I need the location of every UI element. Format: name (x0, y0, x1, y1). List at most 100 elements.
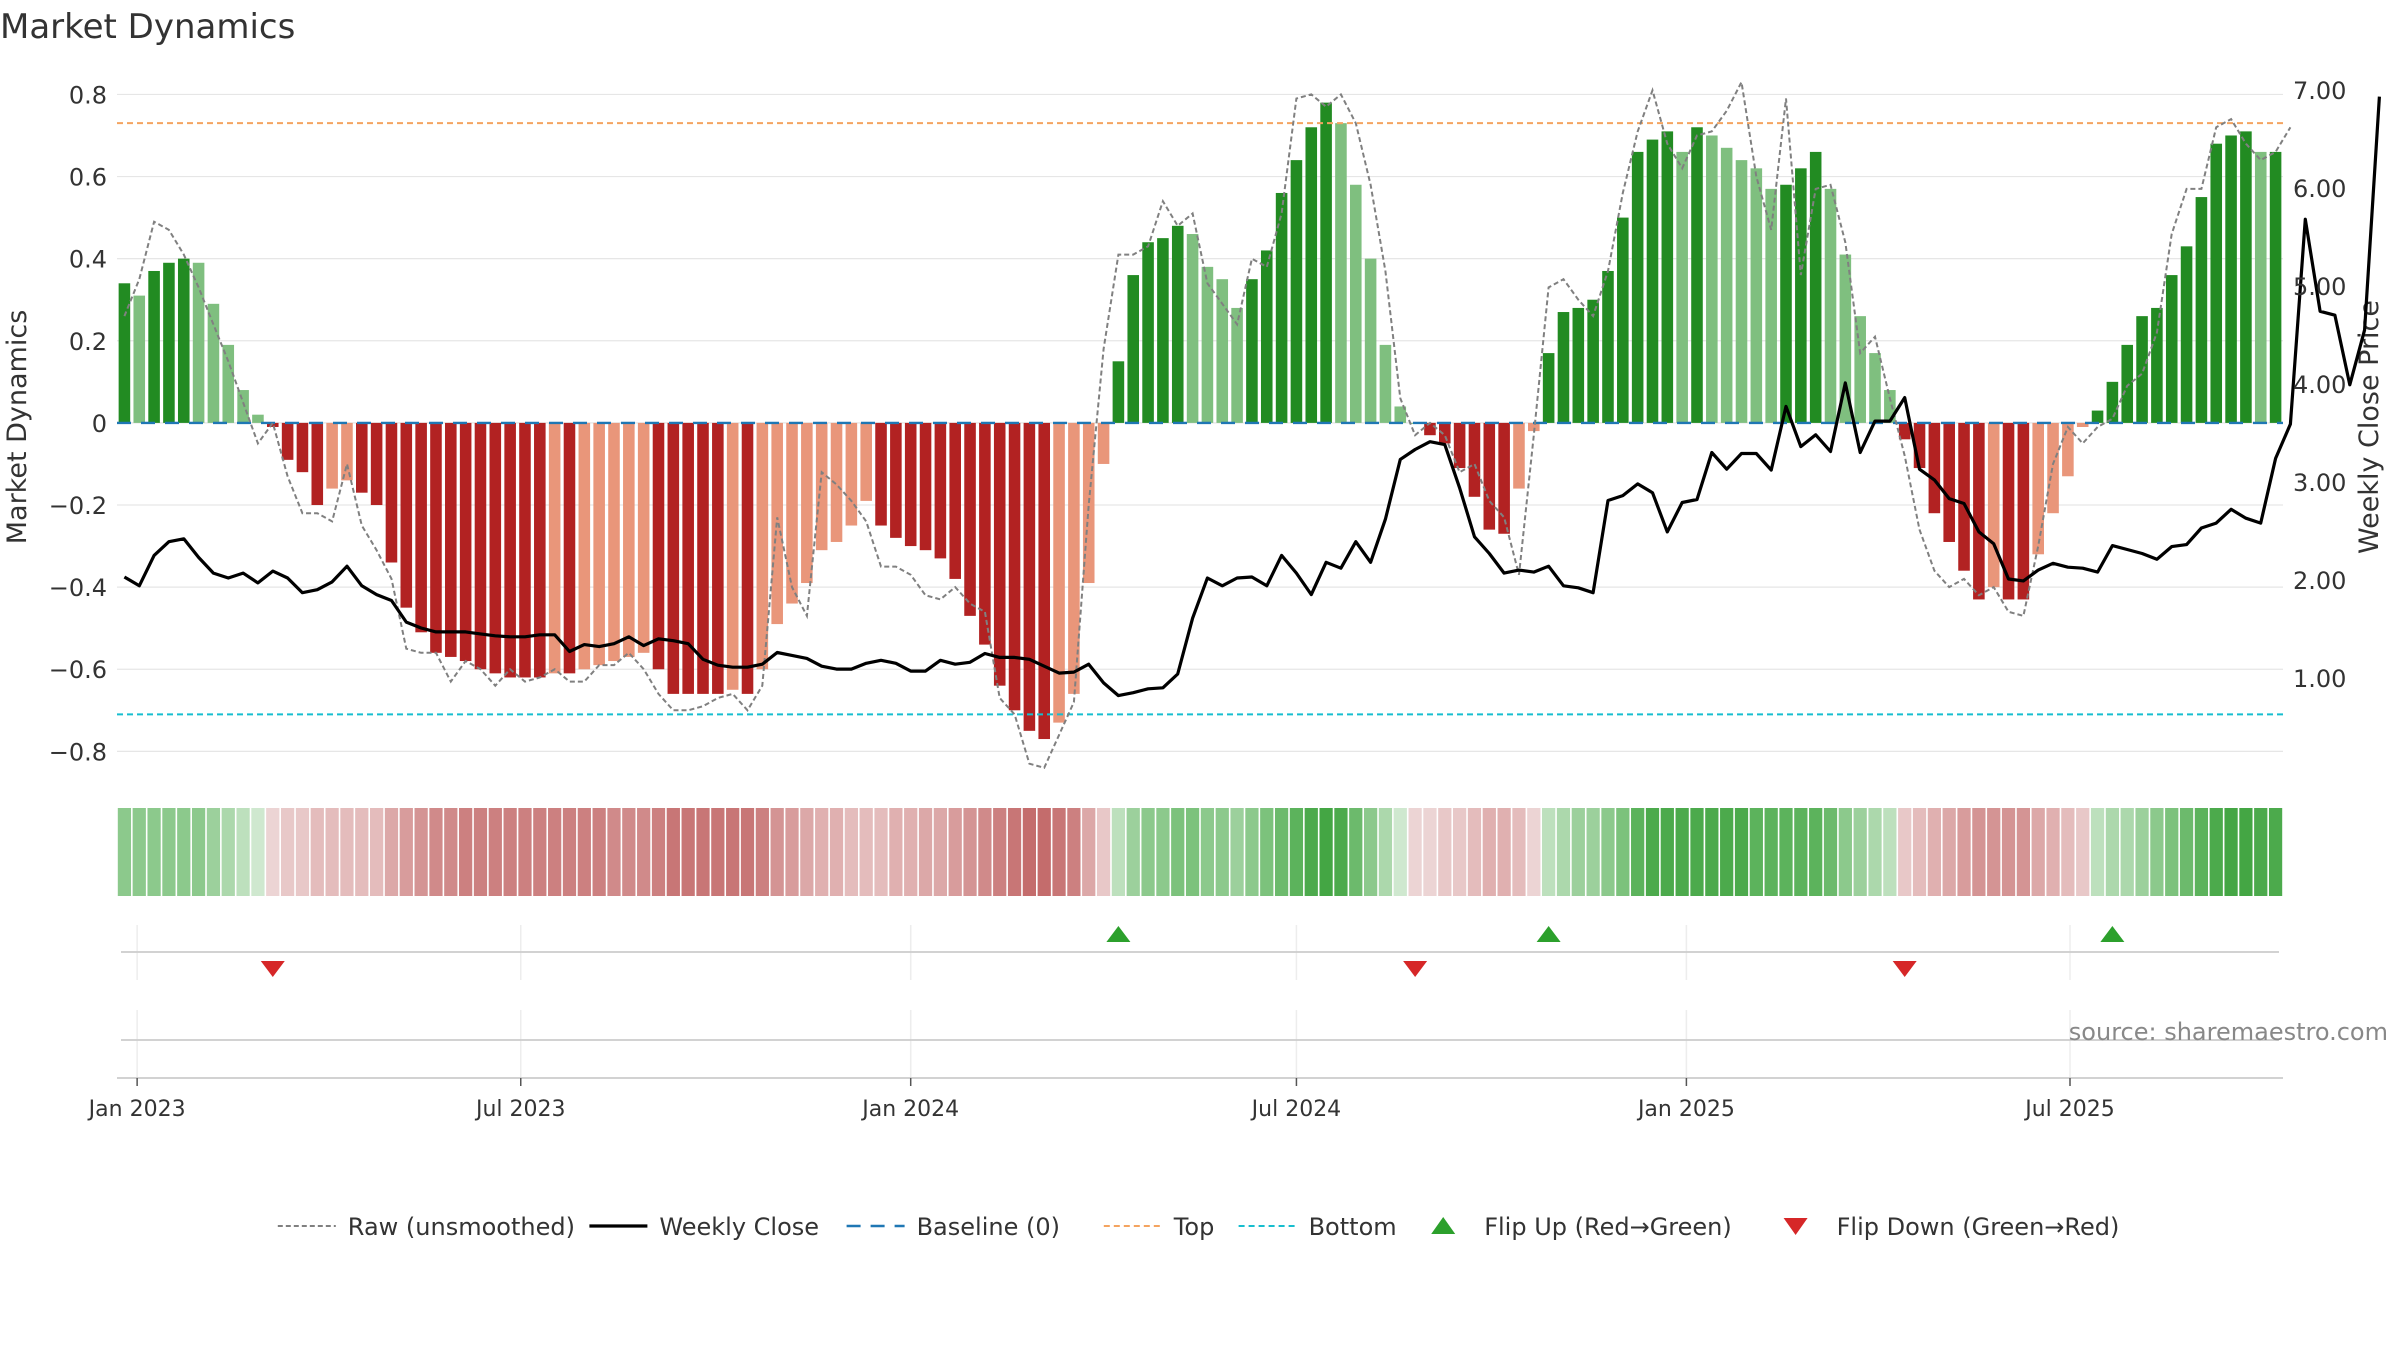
y-left-tick-label: 0.8 (69, 81, 107, 109)
regime-cell (1883, 808, 1897, 896)
regime-cell (696, 808, 710, 896)
regime-cell (1467, 808, 1482, 896)
dynamics-bar (578, 422, 591, 670)
regime-cell (280, 808, 295, 896)
dynamics-bar (474, 422, 487, 670)
regime-cell (1764, 808, 1778, 896)
dynamics-bar (1735, 160, 1748, 423)
dynamics-bar (445, 422, 457, 657)
regime-cell (1556, 808, 1571, 896)
dynamics-bar (637, 422, 650, 653)
regime-cell (1823, 808, 1838, 896)
regime-cell (1527, 808, 1541, 896)
dynamics-bar (1112, 361, 1125, 423)
reference-lines (117, 122, 2283, 716)
dynamics-bar (1216, 279, 1229, 423)
dynamics-bar (741, 422, 754, 694)
dynamics-bar (919, 422, 932, 551)
dynamics-bar (1142, 242, 1154, 423)
regime-cell (1349, 808, 1363, 896)
dynamics-bar (1008, 422, 1021, 711)
dynamics-bar (1275, 192, 1288, 423)
dynamics-bar (1335, 123, 1347, 423)
dynamics-bar (2151, 307, 2163, 423)
dynamics-bar (845, 422, 858, 526)
dynamics-bar (1869, 353, 1881, 423)
regime-cell (1631, 808, 1645, 896)
regime-cell (266, 808, 280, 896)
dynamics-bar (1082, 422, 1095, 584)
flip-down-marker (1403, 961, 1428, 977)
regime-cell (548, 808, 562, 896)
regime-cell (1126, 808, 1140, 896)
regime-cell (473, 808, 488, 896)
flip-up-marker (1106, 926, 1131, 942)
regime-cell (1067, 808, 1081, 896)
legend-label: Baseline (0) (917, 1213, 1060, 1241)
regime-cell (1052, 808, 1066, 896)
dynamics-bar (1379, 344, 1392, 423)
regime-cell (577, 808, 591, 896)
dynamics-bar (2180, 246, 2193, 423)
flip-down-marker (1892, 961, 1917, 977)
regime-cell (1927, 808, 1941, 896)
regime-cell (1319, 808, 1333, 896)
dynamics-bar (296, 422, 309, 473)
regime-cell (2001, 808, 2016, 896)
dynamics-bar (1246, 279, 1258, 423)
regime-cell (206, 808, 221, 896)
regime-cell (2194, 808, 2209, 896)
regime-cell (711, 808, 725, 896)
dynamics-bar (1453, 422, 1466, 469)
dynamics-bar (1572, 307, 1585, 423)
dynamics-bar (1157, 238, 1169, 423)
dynamics-bar (459, 422, 472, 662)
dynamics-bar (504, 422, 516, 678)
dynamics-bar (1646, 139, 1659, 423)
regime-cell (622, 808, 636, 896)
y-left-tick-label: −0.2 (49, 492, 107, 520)
regime-cell (1690, 808, 1704, 896)
dynamics-bar (1765, 188, 1777, 423)
x-tick-label: Jul 2024 (1250, 1097, 1342, 1122)
dynamics-bar (489, 422, 502, 674)
dynamics-bar (652, 422, 665, 670)
x-tick-label: Jan 2024 (860, 1097, 959, 1122)
regime-cell (978, 808, 992, 896)
legend-label: Flip Down (Green→Red) (1837, 1213, 2120, 1241)
y-left-tick-label: 0.6 (69, 164, 107, 192)
regime-cell (2254, 808, 2268, 896)
dynamics-bar (192, 262, 205, 423)
flip-panel (121, 925, 2279, 980)
dynamics-bar (682, 422, 694, 694)
regime-cell (904, 808, 918, 896)
dynamics-bar (1068, 422, 1080, 694)
dynamics-bar (1661, 131, 1674, 423)
weekly-close-line (123, 96, 2381, 698)
regime-cell (221, 808, 235, 896)
dynamics-bar (2091, 410, 2104, 423)
regime-cell (1809, 808, 1823, 896)
regime-cell (874, 808, 888, 896)
dynamics-bar (1780, 184, 1792, 423)
regime-cell (1779, 808, 1793, 896)
regime-cell (533, 808, 547, 896)
regime-cell (740, 808, 755, 896)
regime-cell (1111, 808, 1126, 896)
dynamics-bar (801, 422, 813, 584)
regime-cell (2016, 808, 2030, 896)
dynamics-bar (1928, 422, 1941, 514)
y-right-tick-label: 3.00 (2293, 469, 2346, 497)
dynamics-bar (1943, 422, 1955, 542)
regime-cell (1453, 808, 1467, 896)
dynamics-bar (1097, 422, 1110, 464)
dynamics-bar (415, 422, 427, 633)
dynamics-bar (1750, 168, 1763, 423)
regime-cell (1898, 808, 1912, 896)
regime-cell (1868, 808, 1882, 896)
dynamics-bar (1884, 390, 1896, 423)
regime-cell (1215, 808, 1229, 896)
regime-cell (2076, 808, 2090, 896)
flip-up-marker (1536, 926, 1561, 942)
